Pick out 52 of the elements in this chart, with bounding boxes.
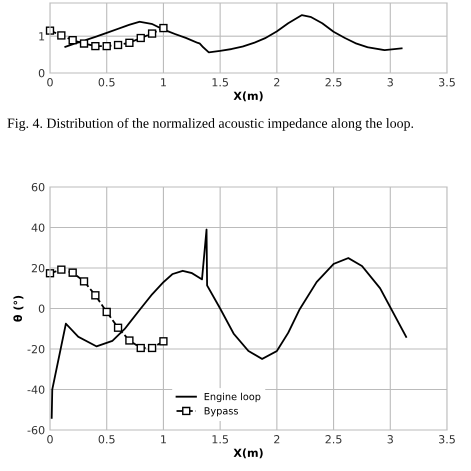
caption: Fig. 4. Distribution of the normalized acoustic impedance along the loop. xyxy=(7,118,414,131)
point xyxy=(91,291,100,300)
x-tick-label: 2 xyxy=(274,435,280,444)
x-tick-label: 2 xyxy=(274,78,280,86)
x-tick-label: 2.5 xyxy=(326,78,342,86)
x-axis-title: X(m) xyxy=(234,91,263,102)
x-axis-title: X(m) xyxy=(234,448,263,458)
y-tick-label: 0 xyxy=(38,304,44,313)
point xyxy=(148,29,156,38)
legend-label: Bypass xyxy=(204,407,238,416)
point xyxy=(125,336,134,345)
point xyxy=(68,36,77,44)
x-tick-label: 0.5 xyxy=(98,435,115,444)
x-tick-label: 0 xyxy=(47,435,53,444)
line-series xyxy=(50,228,408,419)
y-tick-label: 60 xyxy=(32,182,44,192)
point xyxy=(80,39,88,48)
x-tick-label: 0 xyxy=(47,78,53,86)
x-tick-label: 0.5 xyxy=(98,78,115,86)
y-tick-label: 20 xyxy=(32,264,44,272)
point xyxy=(57,31,66,40)
point xyxy=(57,265,66,274)
point xyxy=(125,38,134,47)
point xyxy=(136,34,145,42)
y-axis-title: θ (°) xyxy=(13,296,24,322)
y-tick-label: -20 xyxy=(28,344,44,354)
point xyxy=(80,277,88,286)
point xyxy=(114,40,122,50)
legend-label: Engine loop xyxy=(204,392,260,402)
x-tick-label: 3 xyxy=(388,435,393,444)
x-tick-label: 3.5 xyxy=(439,435,455,444)
y-tick-label: -60 xyxy=(28,426,44,434)
y-tick-label: -40 xyxy=(28,385,44,394)
x-tick-label: 1.5 xyxy=(212,435,228,444)
point xyxy=(159,337,168,346)
x-tick-label: 1.5 xyxy=(212,78,228,86)
point xyxy=(159,24,168,32)
y-tick-label: 1 xyxy=(39,32,44,40)
point xyxy=(136,344,145,352)
x-tick-label: 3 xyxy=(388,78,393,86)
x-tick-label: 3.5 xyxy=(439,78,455,86)
point xyxy=(114,324,122,332)
x-tick-label: 1 xyxy=(161,435,166,444)
point xyxy=(68,268,77,277)
x-tick-label: 1 xyxy=(161,78,166,86)
point xyxy=(148,344,156,352)
point xyxy=(102,308,111,316)
y-tick-label: 0 xyxy=(38,68,44,78)
y-tick-label: 40 xyxy=(32,223,44,232)
point xyxy=(91,42,100,50)
x-tick-label: 2.5 xyxy=(326,435,342,444)
point xyxy=(102,42,111,50)
